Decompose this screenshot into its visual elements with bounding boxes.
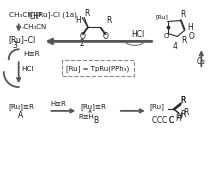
- Text: HCl: HCl: [22, 66, 34, 72]
- Text: [Ru]≡R: [Ru]≡R: [80, 104, 106, 110]
- Text: R: R: [85, 9, 90, 18]
- Text: H: H: [187, 23, 193, 32]
- Text: R: R: [180, 96, 185, 105]
- Text: C: C: [152, 116, 157, 125]
- Text: -CH₃CN: -CH₃CN: [22, 25, 47, 30]
- Text: R: R: [181, 36, 186, 45]
- Text: O: O: [164, 33, 169, 40]
- Text: 3: 3: [37, 12, 41, 17]
- Bar: [62, 60, 134, 76]
- Text: H: H: [75, 16, 81, 25]
- Text: A: A: [18, 111, 23, 120]
- Text: C: C: [169, 116, 174, 125]
- Text: H≡R: H≡R: [24, 51, 40, 57]
- Text: O: O: [79, 32, 85, 41]
- Text: 3: 3: [13, 41, 18, 50]
- Text: CH: CH: [29, 12, 40, 21]
- Text: H: H: [176, 114, 181, 123]
- Text: [Ru] = TpRu(PPh₃): [Ru] = TpRu(PPh₃): [66, 65, 130, 72]
- Text: [Ru]: [Ru]: [150, 104, 164, 110]
- Text: C: C: [169, 116, 174, 125]
- Text: C: C: [162, 116, 167, 125]
- Text: [Ru]: [Ru]: [155, 14, 168, 19]
- Text: 4: 4: [173, 42, 178, 51]
- Text: [Ru]–Cl: [Ru]–Cl: [9, 35, 36, 44]
- Text: O: O: [103, 32, 109, 41]
- Text: HCl: HCl: [131, 30, 144, 39]
- Text: H≡R: H≡R: [50, 101, 66, 107]
- Text: R: R: [180, 110, 185, 119]
- Text: O₂: O₂: [197, 57, 206, 66]
- Text: R: R: [180, 96, 185, 105]
- Text: R: R: [106, 16, 112, 25]
- Text: R: R: [180, 10, 185, 19]
- Text: H: H: [177, 112, 182, 121]
- Text: R: R: [183, 108, 188, 117]
- Text: C: C: [157, 116, 162, 125]
- Text: 2: 2: [80, 39, 85, 48]
- Text: O: O: [189, 32, 194, 41]
- Text: R≡H: R≡H: [78, 114, 94, 120]
- Text: CH₃CN-[Ru]-Cl (1a): CH₃CN-[Ru]-Cl (1a): [9, 12, 77, 18]
- Text: B: B: [94, 116, 99, 125]
- Text: [Ru]≡R: [Ru]≡R: [9, 104, 35, 110]
